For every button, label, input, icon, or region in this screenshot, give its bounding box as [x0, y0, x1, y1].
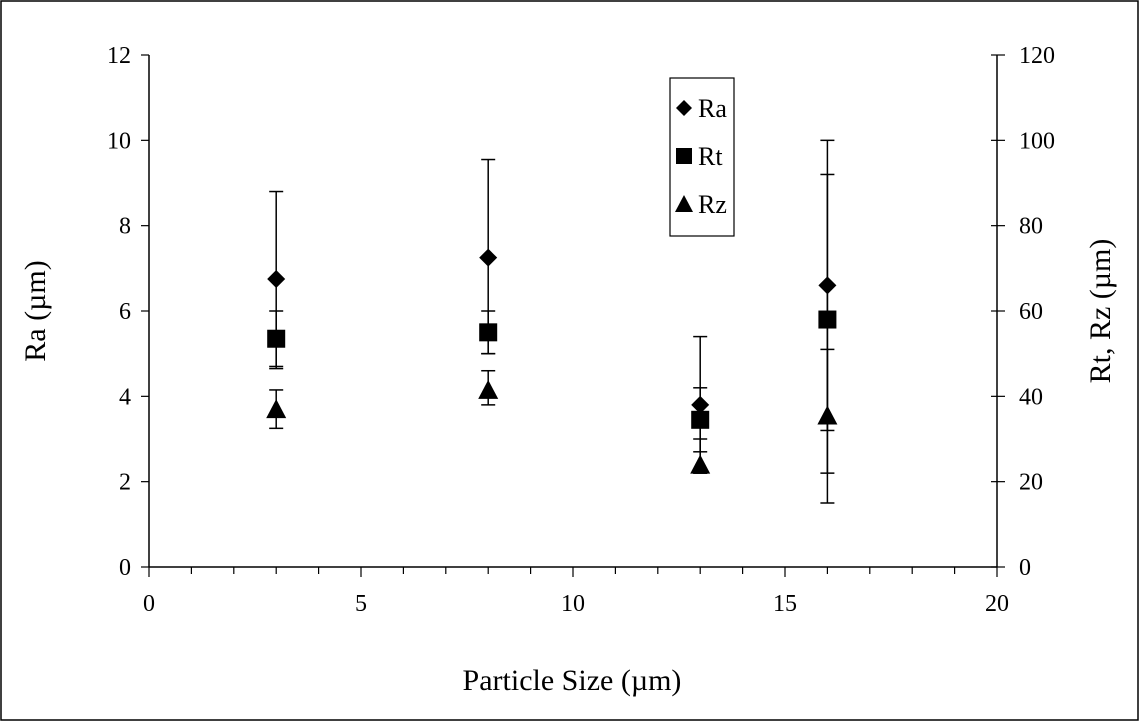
- legend-marker-ra: [676, 100, 692, 116]
- rt-point: [691, 410, 710, 429]
- x-tick-label: 0: [143, 591, 155, 617]
- rz-point: [690, 454, 711, 474]
- y-axis-label-right: Rt, Rz (µm): [1084, 239, 1117, 384]
- legend-label-ra: Ra: [698, 94, 727, 123]
- y-right-tick-label: 120: [1019, 43, 1055, 69]
- ra-point: [479, 248, 498, 267]
- y-right-tick-label: 80: [1019, 214, 1043, 240]
- legend-label-rz: Rz: [698, 190, 727, 219]
- x-tick-label: 15: [773, 591, 797, 617]
- rz-point: [478, 379, 499, 399]
- y-right-tick-label: 0: [1019, 555, 1031, 581]
- legend-label-rt: Rt: [698, 142, 723, 171]
- x-tick-label: 5: [355, 591, 367, 617]
- legend-marker-rz: [675, 195, 693, 212]
- y-right-tick-label: 100: [1019, 128, 1055, 154]
- y-right-tick-label: 20: [1019, 470, 1043, 496]
- y-left-tick-label: 0: [119, 555, 131, 581]
- rz-point: [817, 405, 838, 425]
- ra-point: [267, 270, 286, 288]
- x-tick-label: 10: [561, 591, 585, 617]
- ra-point: [818, 276, 837, 295]
- rt-point: [818, 310, 837, 329]
- x-tick-label: 20: [985, 591, 1009, 617]
- ra-point: [691, 395, 710, 414]
- rt-point: [267, 329, 286, 348]
- y-left-tick-label: 10: [107, 128, 131, 154]
- rz-point: [266, 399, 287, 419]
- x-axis-label: Particle Size (µm): [463, 664, 682, 697]
- y-axis-label-left: Ra (µm): [19, 260, 52, 361]
- y-left-tick-label: 6: [119, 299, 131, 325]
- legend: Ra Rt Rz: [669, 77, 735, 237]
- y-left-tick-label: 8: [119, 214, 131, 240]
- y-left-tick-label: 12: [107, 43, 131, 69]
- y-left-tick-label: 2: [119, 470, 131, 496]
- legend-marker-rt: [676, 148, 692, 164]
- data-marks: [266, 139, 838, 504]
- rt-point: [479, 323, 498, 342]
- y-right-tick-label: 40: [1019, 384, 1043, 410]
- y-right-tick-label: 60: [1019, 299, 1043, 325]
- y-left-tick-label: 4: [119, 384, 131, 410]
